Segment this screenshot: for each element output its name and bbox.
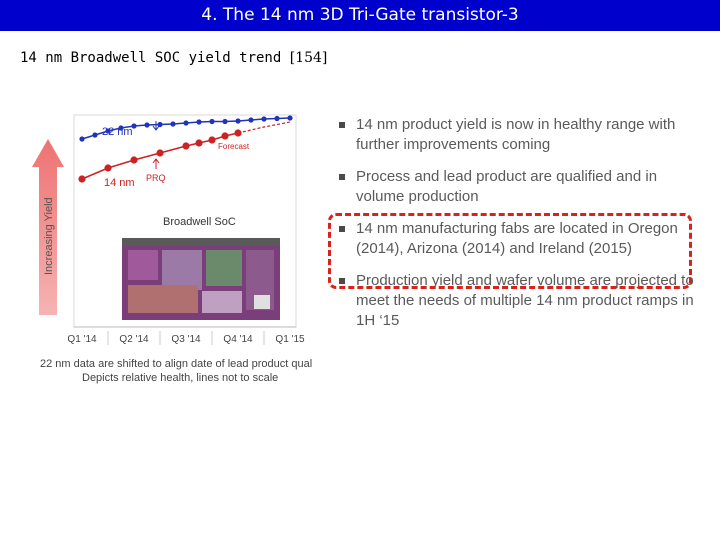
increasing-yield-arrow (32, 139, 64, 315)
x-tick-label: Q4 '14 (223, 334, 253, 345)
chart-note-1: 22 nm data are shifted to align date of … (40, 358, 312, 370)
data-point (170, 121, 176, 127)
data-point (274, 115, 280, 122)
caption-text: 14 nm Broadwell SOC yield trend (20, 50, 282, 66)
reference-tag: [154] (289, 50, 328, 66)
bullet-item: 14 nm product yield is now in healthy ra… (336, 115, 696, 155)
y-axis-label: Increasing Yield (43, 197, 55, 275)
bullet-item: 14 nm manufacturing fabs are located in … (336, 219, 696, 259)
series-line-2 (237, 121, 291, 134)
forecast-label: Forecast (218, 142, 250, 151)
series-points (78, 115, 293, 183)
highlight-box (328, 213, 692, 289)
prq-marker (152, 158, 160, 169)
series-label-22nm: 22 nm (102, 126, 133, 138)
data-point (221, 132, 229, 140)
slide-title: 4. The 14 nm 3D Tri-Gate transistor-3 (0, 0, 720, 31)
data-point (183, 120, 189, 126)
chart-note-2: Depicts relative health, lines not to sc… (82, 372, 278, 384)
yield-trend-chart: Increasing Yield Broadwell SoC 22 nm 14 … (32, 114, 312, 384)
bullet-item: Production yield and wafer volume are pr… (336, 271, 696, 331)
broadwell-die-image (122, 238, 280, 320)
data-point (208, 136, 216, 144)
data-point (287, 115, 293, 121)
data-point (92, 132, 98, 138)
data-point (234, 129, 242, 137)
data-point (130, 156, 138, 164)
prq-label: PRQ (146, 173, 166, 183)
bullet-item: Process and lead product are qualified a… (336, 167, 696, 207)
inset-label: Broadwell SoC (163, 216, 236, 228)
x-tick-label: Q3 '14 (171, 334, 201, 345)
series-label-14nm: 14 nm (104, 177, 135, 189)
data-point (222, 118, 228, 125)
data-point (261, 116, 267, 122)
data-point (248, 117, 254, 123)
x-tick-label: Q1 '14 (67, 334, 97, 345)
data-point (79, 136, 85, 142)
data-point (209, 118, 215, 125)
data-point (156, 149, 164, 157)
data-point (78, 175, 86, 183)
data-point (118, 125, 124, 131)
x-tick-label: Q2 '14 (119, 334, 149, 345)
data-point (195, 139, 203, 147)
x-tick-label: Q1 '15 (275, 334, 305, 345)
bullet-list: 14 nm product yield is now in healthy ra… (336, 115, 696, 343)
data-point (104, 164, 112, 172)
data-point (131, 123, 137, 129)
data-point (182, 142, 190, 150)
data-point (235, 118, 241, 124)
data-point (196, 119, 202, 125)
x-axis-ticks: Q1 '14 Q2 '14 Q3 '14 Q4 '14 Q1 '15 (67, 331, 305, 345)
22nm-qual-marker (152, 121, 160, 131)
data-point (105, 128, 111, 134)
chart-caption: 14 nm Broadwell SOC yield trend [154] (20, 50, 327, 66)
data-point (144, 122, 150, 128)
